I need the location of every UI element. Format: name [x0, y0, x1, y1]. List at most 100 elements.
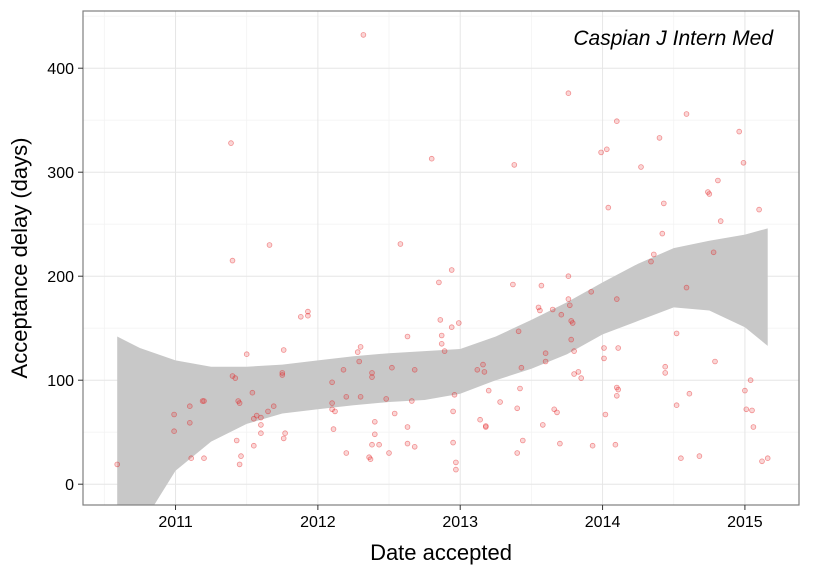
data-point: [612, 441, 619, 448]
data-point: [357, 393, 364, 400]
x-tick-label: 2013: [442, 514, 478, 531]
x-axis-title: Date accepted: [370, 540, 512, 565]
data-point: [280, 347, 287, 353]
data-point: [542, 358, 549, 365]
data-point: [329, 400, 335, 406]
data-point: [662, 363, 668, 370]
data-point: [717, 218, 724, 224]
data-point: [343, 393, 350, 400]
data-point: [613, 392, 620, 399]
data-point: [455, 320, 462, 326]
data-point: [740, 160, 747, 166]
data-point: [603, 146, 610, 153]
data-point: [369, 374, 375, 380]
data-point: [615, 345, 621, 351]
chart-annotation: Caspian J Intern Med: [573, 27, 774, 50]
data-point: [650, 251, 657, 258]
data-point: [578, 375, 584, 381]
data-point: [371, 418, 378, 425]
data-point: [517, 385, 523, 392]
data-point: [706, 191, 713, 197]
data-point: [366, 454, 372, 461]
data-point: [485, 387, 492, 394]
data-point: [251, 442, 257, 449]
data-point: [705, 189, 711, 195]
data-point: [743, 406, 750, 413]
data-point: [369, 441, 375, 448]
data-point: [270, 403, 277, 410]
data-point: [329, 379, 335, 386]
data-point: [229, 373, 236, 379]
data-point: [305, 308, 311, 315]
data-point: [537, 307, 543, 314]
data-point: [686, 390, 693, 397]
data-point: [514, 450, 520, 456]
data-point: [660, 200, 667, 207]
data-point: [571, 371, 577, 377]
data-point: [389, 364, 395, 371]
data-point: [258, 422, 264, 428]
data-point: [613, 118, 620, 124]
data-point: [411, 443, 418, 450]
data-point: [199, 398, 206, 404]
panel-border: [82, 10, 800, 506]
data-point: [448, 267, 455, 273]
data-point: [519, 437, 526, 444]
data-point: [397, 241, 404, 247]
data-point: [360, 32, 367, 38]
data-point: [297, 313, 304, 320]
data-point: [558, 311, 565, 318]
data-point: [253, 412, 260, 419]
data-point: [759, 458, 765, 465]
data-point: [280, 435, 287, 442]
data-point: [511, 162, 518, 168]
data-point: [565, 273, 572, 280]
axis-ticks: 2011 2012 2013 2014 2015 0 100 200 300 400: [47, 61, 763, 531]
y-tick-label: 0: [65, 477, 74, 494]
data-point: [481, 369, 488, 375]
band-area: [117, 228, 768, 505]
data-point: [648, 258, 654, 265]
data-point: [367, 456, 374, 463]
data-point: [251, 415, 257, 422]
data-point: [404, 424, 411, 430]
data-point: [613, 296, 620, 302]
data-point: [474, 366, 481, 373]
data-point: [480, 361, 486, 368]
data-point: [386, 450, 392, 456]
data-point: [238, 453, 244, 459]
data-point: [568, 336, 574, 343]
data-point: [330, 426, 337, 432]
data-point: [282, 430, 288, 437]
data-point: [235, 398, 242, 404]
data-point: [514, 405, 520, 412]
x-tick-label: 2011: [158, 514, 193, 531]
data-point: [404, 333, 411, 340]
data-point: [482, 424, 489, 430]
data-point: [404, 440, 411, 447]
data-point: [678, 455, 684, 462]
data-point: [756, 206, 762, 213]
data-point: [357, 344, 364, 350]
data-point: [279, 372, 286, 378]
data-point: [354, 349, 361, 355]
data-point: [747, 377, 754, 384]
data-point: [551, 406, 557, 413]
y-axis-title: Acceptance delay (days): [7, 138, 32, 379]
data-point: [613, 384, 620, 391]
data-point: [515, 328, 522, 335]
data-point: [510, 281, 516, 288]
data-point: [656, 135, 663, 141]
data-point: [371, 431, 378, 438]
data-point: [598, 149, 604, 156]
data-point: [497, 399, 503, 405]
data-point: [258, 414, 264, 421]
data-point: [279, 370, 286, 376]
data-points: [114, 32, 771, 473]
x-tick-label: 2014: [585, 514, 621, 531]
data-point: [557, 440, 563, 447]
data-point: [187, 419, 193, 426]
data-point: [554, 409, 560, 416]
data-point: [236, 400, 243, 406]
data-point: [441, 348, 448, 354]
